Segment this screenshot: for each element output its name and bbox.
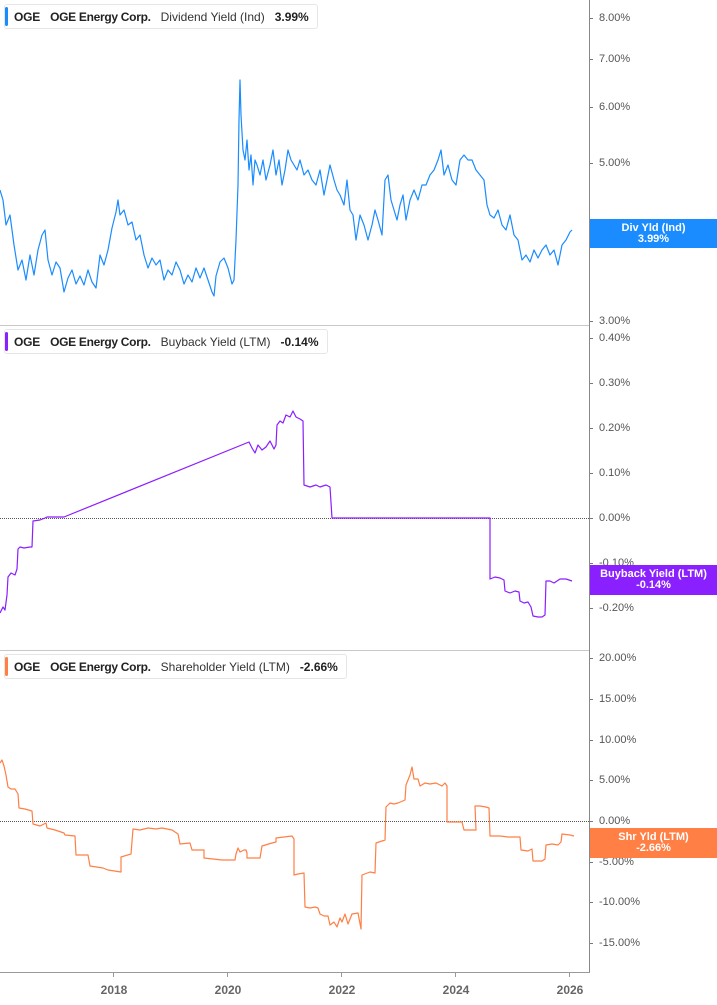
y-tick: -0.20% — [590, 602, 634, 614]
y-tick: 0.10% — [590, 467, 630, 479]
legend-metric: Buyback Yield (LTM) — [160, 334, 271, 349]
badge-value: -2.66% — [636, 842, 671, 854]
x-tick-mark — [113, 972, 114, 977]
y-tick: 6.00% — [590, 101, 630, 113]
shareholder-yield-badge: Shr Yld (LTM) -2.66% — [590, 828, 717, 858]
y-tick: 10.00% — [590, 734, 636, 746]
y-tick: 0.40% — [590, 332, 630, 344]
x-tick-label: 2026 — [556, 983, 584, 997]
x-tick-label: 2024 — [442, 983, 470, 997]
legend-value: 3.99% — [274, 9, 309, 24]
badge-label: Buyback Yield (LTM) — [600, 568, 707, 580]
y-tick: -5.00% — [590, 856, 634, 868]
legend-company: OGE Energy Corp. — [50, 659, 151, 674]
y-tick: 20.00% — [590, 652, 636, 664]
shareholder-yield-line — [0, 759, 575, 930]
legend-ticker: OGE — [14, 334, 41, 349]
y-tick: 8.00% — [590, 12, 630, 24]
x-tick-label: 2018 — [100, 983, 128, 997]
legend-metric: Dividend Yield (Ind) — [160, 9, 265, 24]
badge-label: Div Yld (Ind) — [621, 222, 686, 234]
x-tick-label: 2022 — [328, 983, 356, 997]
y-tick: 5.00% — [590, 157, 630, 169]
badge-value: -0.14% — [636, 579, 671, 591]
badge-label: Shr Yld (LTM) — [618, 831, 689, 843]
panel-separator — [0, 325, 590, 326]
dividend-yield-panel: OGE OGE Energy Corp. Dividend Yield (Ind… — [0, 0, 717, 327]
y-tick: 0.20% — [590, 422, 630, 434]
series-color-marker — [5, 332, 8, 351]
legend-value: -0.14% — [280, 334, 319, 349]
y-tick: 5.00% — [590, 774, 630, 786]
y-tick: 0.00% — [590, 815, 630, 827]
buyback-yield-legend[interactable]: OGE OGE Energy Corp. Buyback Yield (LTM)… — [4, 329, 328, 354]
x-tick-mark — [341, 972, 342, 977]
series-color-marker — [5, 657, 8, 676]
buyback-yield-panel: OGE OGE Energy Corp. Buyback Yield (LTM)… — [0, 325, 717, 650]
x-tick-mark — [227, 972, 228, 977]
y-axis-line — [589, 650, 590, 972]
x-tick-mark — [569, 972, 570, 977]
legend-metric: Shareholder Yield (LTM) — [160, 659, 290, 674]
buyback-yield-line — [0, 410, 573, 618]
y-tick: 0.00% — [590, 512, 630, 524]
legend-ticker: OGE — [14, 659, 41, 674]
legend-company: OGE Energy Corp. — [50, 9, 151, 24]
y-tick: 0.30% — [590, 377, 630, 389]
y-tick: -10.00% — [590, 896, 640, 908]
x-axis-line — [0, 972, 590, 973]
y-tick: -15.00% — [590, 937, 640, 949]
legend-value: -2.66% — [299, 659, 338, 674]
x-tick-mark — [455, 972, 456, 977]
y-axis-line — [589, 325, 590, 650]
legend-ticker: OGE — [14, 9, 41, 24]
y-tick: 3.00% — [590, 315, 630, 327]
y-tick: 7.00% — [590, 53, 630, 65]
panel-separator — [0, 650, 590, 651]
dividend-yield-line — [0, 79, 573, 297]
shareholder-yield-legend[interactable]: OGE OGE Energy Corp. Shareholder Yield (… — [4, 654, 347, 679]
legend-company: OGE Energy Corp. — [50, 334, 151, 349]
shareholder-yield-panel: OGE OGE Energy Corp. Shareholder Yield (… — [0, 650, 717, 972]
buyback-yield-badge: Buyback Yield (LTM) -0.14% — [590, 565, 717, 595]
zero-line — [0, 821, 589, 822]
y-axis-line — [589, 0, 590, 325]
x-tick-label: 2020 — [214, 983, 242, 997]
series-color-marker — [5, 7, 8, 26]
dividend-yield-badge: Div Yld (Ind) 3.99% — [590, 219, 717, 248]
y-tick: 15.00% — [590, 693, 636, 705]
dividend-yield-legend[interactable]: OGE OGE Energy Corp. Dividend Yield (Ind… — [4, 4, 318, 29]
badge-value: 3.99% — [637, 233, 670, 245]
zero-line — [0, 518, 589, 519]
